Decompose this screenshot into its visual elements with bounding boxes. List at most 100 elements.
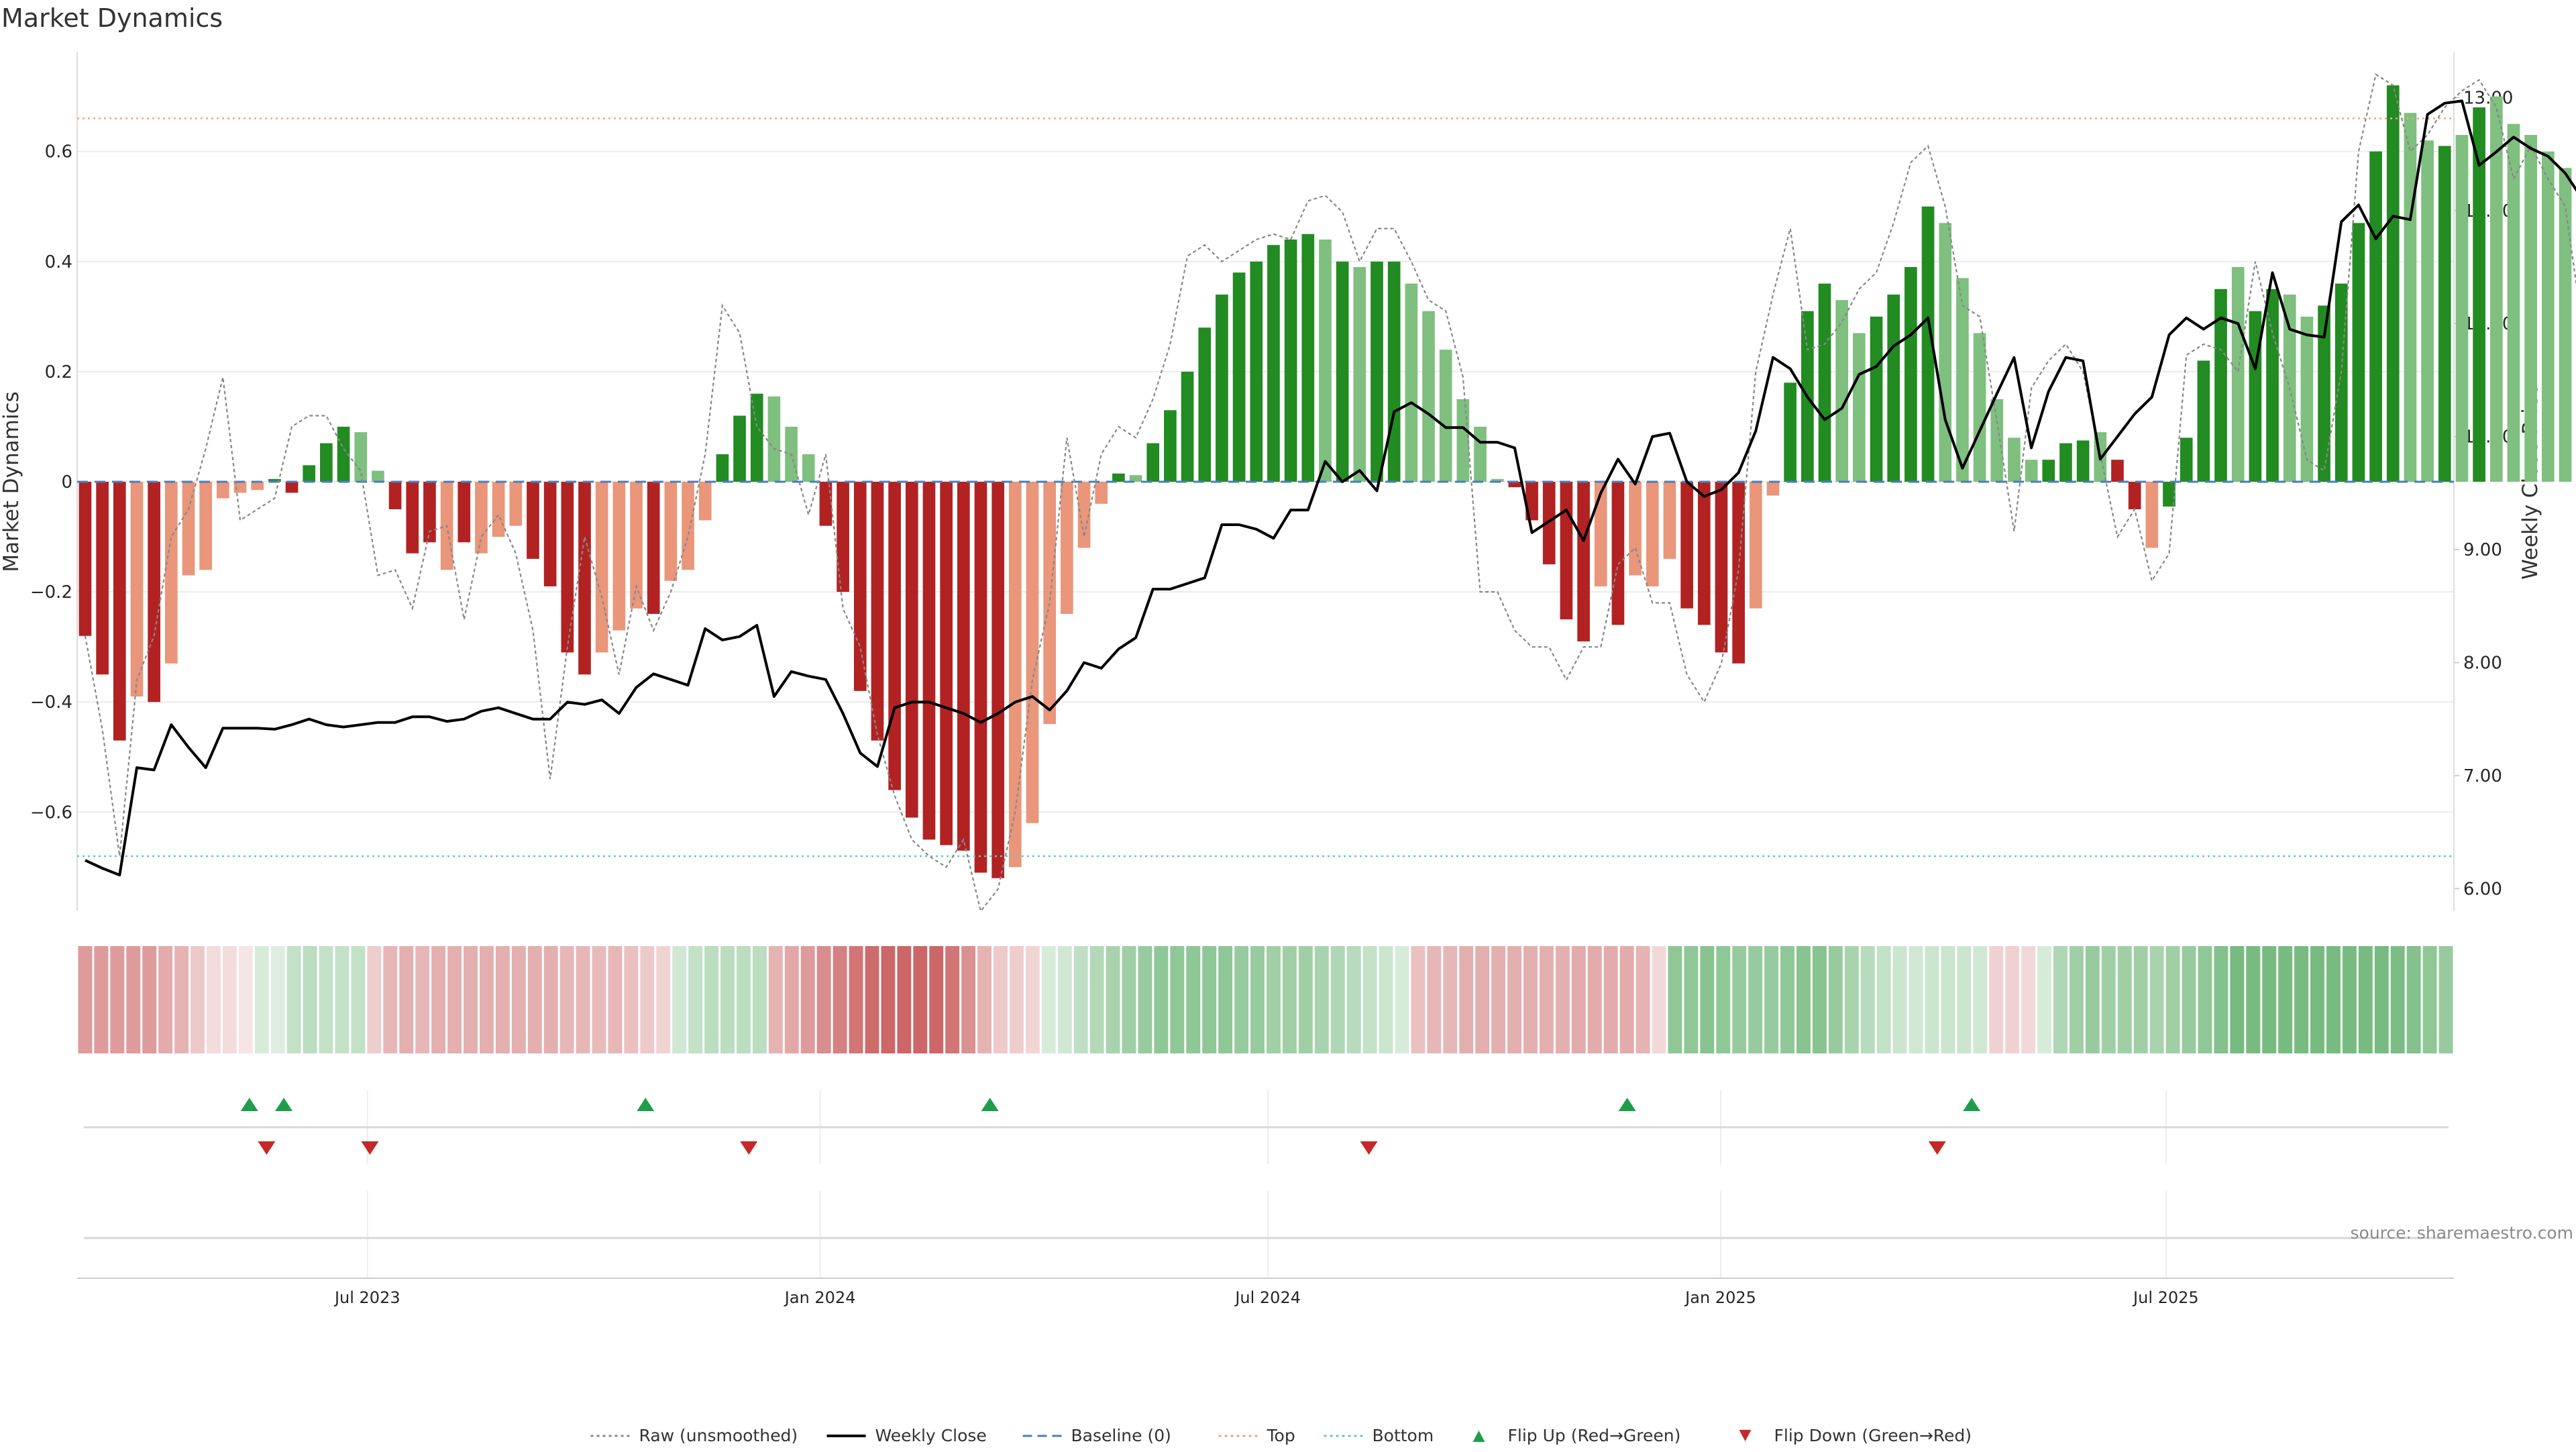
market-dynamics-bar: [1508, 482, 1521, 488]
flip-up-marker: [275, 1098, 293, 1111]
legend-label: Raw (unsmoothed): [639, 1426, 798, 1445]
heat-cell: [929, 946, 944, 1053]
heat-cell: [1427, 946, 1442, 1053]
market-dynamics-bar: [837, 482, 849, 592]
y2-tick-label: 7.00: [2463, 766, 2502, 786]
market-dynamics-bar: [1697, 482, 1711, 625]
heat-cell: [2037, 946, 2052, 1053]
heat-cell: [1025, 946, 1040, 1053]
heat-cell: [1122, 946, 1136, 1053]
market-dynamics-bar: [1061, 482, 1073, 614]
market-dynamics-bar: [1198, 327, 1212, 482]
heat-cell: [1812, 946, 1827, 1053]
heat-cell: [2165, 946, 2180, 1053]
heat-cell: [800, 946, 815, 1053]
market-dynamics-bar: [1611, 482, 1625, 625]
legend-flip-up-icon: [1472, 1431, 1485, 1442]
heat-cell: [608, 946, 623, 1053]
market-dynamics-bar: [1956, 278, 1969, 482]
heat-cell: [303, 946, 317, 1053]
heat-cell: [2390, 946, 2405, 1053]
heat-cell: [2133, 946, 2148, 1053]
x-tick-label: Jul 2024: [1234, 1288, 1301, 1307]
legend-item: Bottom: [1324, 1426, 1434, 1445]
heat-cell: [656, 946, 671, 1053]
legend-item: Raw (unsmoothed): [590, 1426, 798, 1445]
heat-cell: [207, 946, 221, 1053]
heat-cell: [881, 946, 896, 1053]
market-dynamics-bar: [1284, 239, 1297, 482]
legend-label: Top: [1267, 1426, 1295, 1445]
heat-cell: [1619, 946, 1634, 1053]
heat-cell: [2422, 946, 2437, 1053]
market-dynamics-bar: [1232, 272, 1246, 482]
market-dynamics-bar: [2266, 289, 2279, 482]
market-dynamics-bar: [1870, 316, 1883, 482]
market-dynamics-bar: [2076, 440, 2090, 482]
heat-cell: [1186, 946, 1201, 1053]
heat-cell: [1330, 946, 1345, 1053]
market-dynamics-bar: [423, 482, 436, 543]
heat-cell: [1282, 946, 1297, 1053]
market-dynamics-bar: [251, 482, 264, 490]
heat-cell: [1652, 946, 1666, 1053]
market-dynamics-bar: [1749, 482, 1762, 609]
market-dynamics-bar: [1164, 410, 1177, 482]
market-dynamics-bar: [2369, 151, 2382, 482]
market-dynamics-bar: [2249, 311, 2262, 482]
heat-cell: [464, 946, 478, 1053]
legend: Raw (unsmoothed) Weekly Close Baseline (0)…: [590, 1426, 1972, 1445]
heat-cell: [511, 946, 526, 1053]
heat-cell: [1234, 946, 1249, 1053]
source-label: source: sharemaestro.com: [2351, 1223, 2574, 1243]
market-dynamics-bar: [78, 482, 92, 636]
market-dynamics-bar: [1594, 482, 1607, 586]
legend-label: Baseline (0): [1071, 1426, 1171, 1445]
heat-cell: [431, 946, 446, 1053]
market-dynamics-bar: [217, 482, 229, 499]
market-dynamics-bar: [664, 482, 678, 581]
market-dynamics-bar: [888, 482, 901, 790]
heat-cell: [2406, 946, 2421, 1053]
market-dynamics-bar: [2541, 151, 2555, 482]
market-dynamics-bar: [303, 465, 316, 482]
market-dynamics-bar: [1319, 239, 1332, 482]
market-dynamics-bar: [2231, 267, 2245, 482]
market-dynamics-bar: [2059, 443, 2072, 482]
legend-item: Top: [1218, 1426, 1295, 1445]
heat-cell: [191, 946, 205, 1053]
legend-label: Weekly Close: [875, 1426, 987, 1445]
x-tick-label: Jan 2024: [784, 1288, 856, 1307]
heat-cell: [2342, 946, 2357, 1053]
market-dynamics-bar: [1474, 426, 1487, 482]
market-dynamics-bar: [1853, 333, 1866, 482]
market-dynamics-bar: [698, 482, 712, 521]
heat-cell: [624, 946, 639, 1053]
heat-cell: [1314, 946, 1329, 1053]
market-dynamics-bar: [2421, 140, 2434, 482]
heat-cell: [1957, 946, 1972, 1053]
heat-cell: [1748, 946, 1763, 1053]
market-dynamics-bar: [1026, 482, 1039, 823]
market-dynamics-bar: [1784, 382, 1797, 482]
market-dynamics-bar: [1680, 482, 1693, 609]
raw-unsmoothed-line: [84, 73, 2576, 913]
market-dynamics-bar: [2438, 146, 2451, 482]
market-dynamics-bar: [337, 426, 350, 482]
market-dynamics-bar: [509, 482, 523, 526]
heat-cell: [1587, 946, 1602, 1053]
heat-cell: [1267, 946, 1281, 1053]
heat-cell: [1362, 946, 1377, 1053]
market-dynamics-bar: [1095, 482, 1108, 504]
heat-cell: [1876, 946, 1891, 1053]
legend-item: Weekly Close: [826, 1426, 987, 1445]
market-dynamics-bar: [1542, 482, 1556, 565]
heat-cell: [415, 946, 430, 1053]
market-dynamics-bar: [1009, 482, 1022, 868]
market-dynamics-bar: [2163, 482, 2176, 507]
market-dynamics-bar: [2300, 316, 2314, 482]
market-dynamics-bar: [1353, 267, 1366, 482]
y-axis-label: Market Dynamics: [0, 391, 23, 572]
market-dynamics-bar: [285, 482, 299, 493]
